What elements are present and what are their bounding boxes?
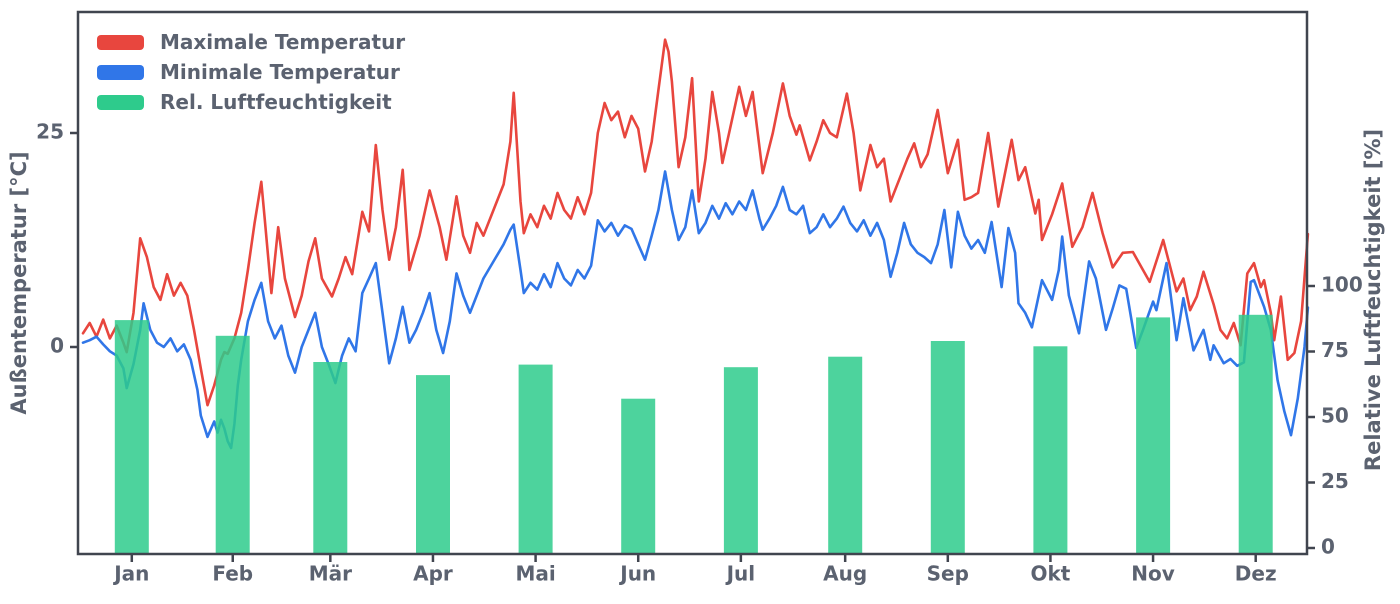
- legend: Maximale Temperatur Minimale Temperatur Re…: [97, 30, 405, 114]
- right-y-tick-label: 50: [1321, 404, 1349, 428]
- x-tick-label: Jun: [618, 562, 656, 586]
- humidity-bar: [723, 367, 758, 554]
- min-temp-legend-swatch: [97, 65, 144, 80]
- humidity-bar: [114, 320, 149, 554]
- x-tick-label: Okt: [1031, 562, 1071, 586]
- axis-ticks: Jan Feb Mär Apr Mai Jun Jul Aug Sep Okt Nov Dez 0 25 0…: [36, 120, 1363, 586]
- legend-label: Minimale Temperatur: [160, 60, 400, 84]
- x-tick-label: Aug: [823, 562, 867, 586]
- humidity-bar: [1136, 317, 1171, 554]
- humidity-bar: [828, 356, 863, 554]
- plot-frame: [76, 10, 1309, 556]
- humidity-bar: [313, 362, 348, 554]
- humidity-bar: [1033, 346, 1068, 554]
- max-temp-legend-swatch: [97, 35, 144, 50]
- humidity-bar: [416, 375, 450, 554]
- x-tick-label: Jul: [725, 562, 756, 586]
- right-y-tick-label: 0: [1321, 535, 1335, 559]
- right-y-tick-label: 25: [1321, 469, 1349, 493]
- left-y-axis-title: Außentemperatur [°C]: [7, 151, 31, 414]
- max-temp-line: [81, 38, 1310, 407]
- right-y-tick-label: 100: [1321, 273, 1363, 297]
- humidity-bar: [621, 398, 656, 554]
- legend-label: Maximale Temperatur: [160, 30, 405, 54]
- x-tick-label: Mai: [515, 562, 555, 586]
- humidity-bars: [114, 314, 1273, 554]
- x-tick-label: Mär: [309, 562, 352, 586]
- x-tick-label: Sep: [927, 562, 969, 586]
- x-tick-label: Nov: [1131, 562, 1175, 586]
- min-temp-line: [81, 170, 1310, 450]
- humidity-bar: [215, 335, 250, 554]
- humidity-bar: [930, 341, 965, 554]
- x-tick-label: Feb: [212, 562, 253, 586]
- humidity-bar: [518, 364, 553, 554]
- right-y-axis-title: Relative Luftfeuchtigkeit [%]: [1361, 129, 1385, 471]
- humidity-bar: [1238, 314, 1273, 554]
- legend-label: Rel. Luftfeuchtigkeit: [160, 90, 392, 114]
- humidity-legend-swatch: [97, 95, 144, 110]
- left-y-tick-label: 25: [36, 120, 64, 144]
- x-tick-label: Dez: [1235, 562, 1277, 586]
- x-tick-label: Jan: [112, 562, 149, 586]
- x-tick-label: Apr: [413, 562, 453, 586]
- left-y-tick-label: 0: [50, 334, 64, 358]
- right-y-tick-label: 75: [1321, 338, 1349, 362]
